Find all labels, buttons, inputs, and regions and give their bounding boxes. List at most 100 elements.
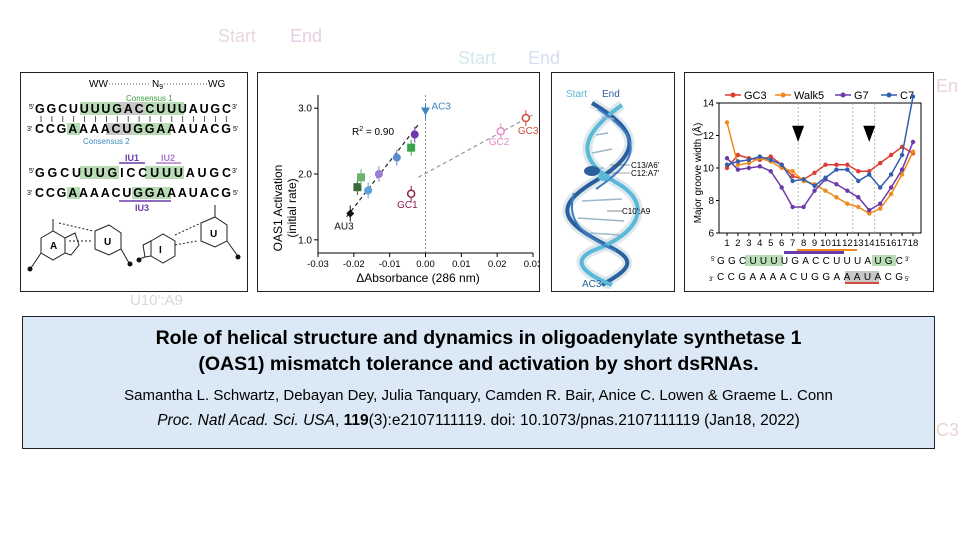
ghost-start: Start [218, 26, 257, 46]
groove-point [834, 167, 839, 172]
groove-point [823, 162, 828, 167]
groove-point [888, 191, 894, 197]
groove-xtick: 6 [779, 238, 784, 249]
groove-point [867, 211, 872, 216]
groove-point [757, 164, 763, 169]
groove-point [888, 172, 894, 177]
scatter-ytick: 2.0 [298, 170, 312, 181]
groove-point [910, 139, 916, 145]
groove-legend-label: Walk5 [794, 90, 824, 102]
groove-point [877, 206, 883, 211]
base-u2-label: U [210, 229, 217, 240]
groove-xtick: 10 [820, 238, 831, 249]
wg-label: WG [208, 79, 225, 90]
groove-point [910, 149, 916, 154]
panel-helix: Start End C13/A6' C12:A7' C10':A9 AC3 [551, 72, 675, 292]
scatter-point [521, 113, 531, 123]
groove-point [735, 152, 741, 158]
scatter-ytick: 3.0 [298, 104, 312, 115]
scatter-xtick: -0.03 [307, 259, 329, 270]
groove-point [899, 152, 905, 158]
iu1-label: IU1 [125, 153, 139, 163]
groove-xtick: 17 [897, 238, 908, 249]
bottom-sequence-2: CCGAAAACUGGAAAUACG [35, 186, 231, 200]
scatter-point [392, 153, 401, 162]
groove-five-2: 5' [905, 277, 909, 283]
groove-ytick: 14 [703, 99, 715, 110]
groove-ytick: 8 [708, 196, 714, 207]
scatter-point-label: GC3 [518, 126, 539, 137]
groove-point [899, 172, 905, 177]
panel-groove-width: Major groove width (Å) GC3 Walk5 G7 C7 6 8 10… [684, 72, 934, 292]
five-prime-2: 5' [233, 126, 238, 133]
groove-xtick: 12 [842, 238, 853, 249]
scatter-xtick: 0.01 [452, 259, 471, 270]
groove-point [779, 162, 784, 167]
groove-point [856, 169, 861, 174]
groove-point [735, 159, 741, 164]
groove-xtick: 9 [812, 238, 817, 249]
ghost-label: U10':A9 [130, 292, 183, 309]
five-prime-4: 5' [233, 190, 238, 197]
groove-point [757, 154, 763, 159]
helix-end-label: End [602, 89, 620, 100]
groove-point [801, 177, 806, 182]
scatter-point [364, 186, 373, 195]
groove-point [768, 169, 773, 174]
top-sequence-2: GGCUUUGICCUUUAUGC [35, 166, 231, 180]
groove-point [735, 167, 741, 172]
scatter-point [421, 107, 430, 116]
scatter-point [407, 143, 416, 152]
citation-box: Role of helical structure and dynamics i… [22, 316, 935, 449]
scatter-xtick: -0.01 [379, 259, 401, 270]
groove-xtick: 5 [768, 238, 773, 249]
scatter-r2: R2 = 0.90 [352, 126, 394, 138]
scatter-point-label: AC3 [432, 101, 452, 112]
groove-xtick: 18 [908, 238, 919, 249]
journal-volume: 119 [343, 412, 369, 429]
marker-triangle-icon [863, 125, 876, 142]
scatter-point [406, 189, 416, 198]
three-prime-4: 3' [27, 190, 32, 197]
scatter-point [357, 173, 365, 182]
groove-ytick: 12 [703, 131, 715, 142]
groove-point [856, 195, 861, 200]
base-u-label: U [104, 237, 111, 248]
scatter-xtick: -0.02 [343, 259, 365, 270]
scatter-point-label: GC2 [489, 137, 510, 148]
groove-point [801, 204, 806, 210]
ghost-c3: C3 [936, 420, 960, 440]
groove-xtick: 7 [790, 238, 795, 249]
helix-ac3-label: AC3 [582, 279, 602, 290]
scatter-point-label: GC1 [397, 200, 418, 211]
iu2-label: IU2 [161, 153, 175, 163]
groove-point [877, 160, 883, 166]
ghost-end: End [290, 26, 323, 46]
base-a-label: A [50, 241, 57, 252]
consensus1-label: Consensus 1 [126, 94, 173, 103]
scatter-point [496, 126, 505, 136]
groove-point [735, 162, 741, 167]
three-prime-3: 3' [232, 168, 237, 175]
groove-point [867, 169, 872, 174]
ww-label: WW [89, 79, 108, 90]
helix-strands [562, 98, 643, 290]
au-base-pair [30, 219, 130, 269]
five-prime-3: 5' [29, 168, 34, 175]
groove-point [768, 154, 773, 159]
ghost-end-2: End [528, 48, 561, 68]
groove-point [834, 195, 839, 200]
helix-c13-label: C13/A6' [631, 161, 660, 170]
groove-point [724, 120, 730, 125]
groove-point [812, 183, 817, 189]
ghost-start-2: Start [458, 48, 497, 68]
title-line-2: (OAS1) mismatch tolerance and activation… [198, 353, 759, 375]
groove-point [834, 162, 839, 167]
groove-point [790, 178, 795, 184]
scatter-xlabel: ΔAbsorbance (286 nm) [356, 271, 479, 285]
title-line-1: Role of helical structure and dynamics i… [155, 327, 802, 349]
groove-point [910, 94, 916, 99]
panel-sequence: WW N9 WG Consensus 1 5' GGCUUUUGACCUUUAU… [20, 72, 248, 292]
groove-xtick: 16 [886, 238, 897, 249]
groove-point [790, 169, 795, 174]
